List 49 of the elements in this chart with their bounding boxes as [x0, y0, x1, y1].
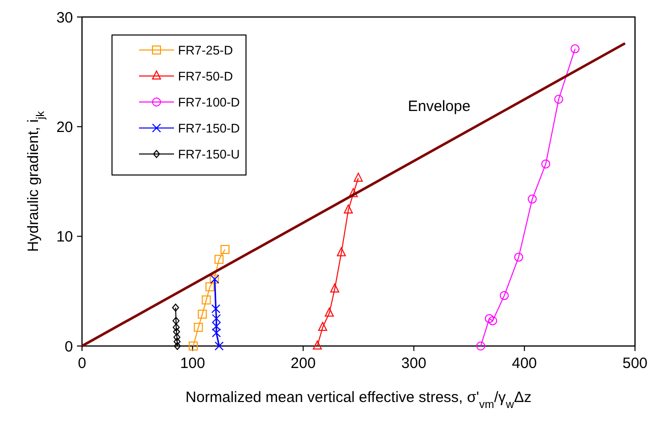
point	[220, 244, 230, 254]
legend-label: FR7-150-D	[178, 121, 240, 136]
x-tick-label: 300	[401, 355, 426, 372]
point	[205, 282, 214, 292]
point	[202, 295, 211, 304]
point	[174, 342, 181, 350]
point	[354, 172, 363, 182]
point	[172, 316, 180, 325]
point	[172, 323, 180, 332]
point	[198, 310, 207, 319]
point	[514, 252, 524, 262]
point	[484, 314, 494, 324]
point	[172, 304, 180, 312]
point	[324, 308, 334, 317]
series-label: Envelope	[408, 98, 470, 116]
point	[528, 194, 537, 204]
x-tick-label: 100	[180, 355, 206, 372]
point	[344, 204, 353, 214]
point	[194, 322, 203, 332]
point	[570, 44, 580, 54]
y-tick-label: 10	[56, 228, 73, 246]
x-tick-label: 0	[78, 355, 86, 372]
point	[500, 291, 509, 300]
point	[554, 94, 564, 104]
point	[488, 316, 498, 326]
x-tick-label: 400	[512, 355, 537, 372]
point	[330, 283, 340, 292]
legend-label: FR7-150-U	[178, 147, 240, 162]
x-axis-title: Normalized mean vertical effective stress, σ'$_{vm}$/γ$_{w}$Δz	[186, 389, 532, 411]
legend-label: FR7-50-D	[178, 69, 233, 84]
y-tick-label: 20	[56, 118, 73, 136]
x-tick-label: 200	[290, 355, 316, 372]
point	[188, 342, 198, 350]
point	[336, 247, 346, 256]
point	[214, 254, 224, 264]
point	[476, 342, 486, 350]
legend-label: FR7-100-D	[178, 95, 240, 110]
point	[214, 342, 224, 350]
point	[173, 333, 180, 342]
point	[348, 188, 358, 198]
point	[174, 338, 181, 346]
point	[173, 328, 180, 336]
y-tick-label: 0	[64, 338, 73, 356]
point	[318, 322, 328, 331]
y-tick-label: 30	[56, 9, 73, 26]
legend-label: FR7-25-D	[178, 43, 233, 58]
x-tick-label: 500	[622, 355, 648, 372]
point	[541, 159, 550, 168]
point	[312, 340, 322, 350]
